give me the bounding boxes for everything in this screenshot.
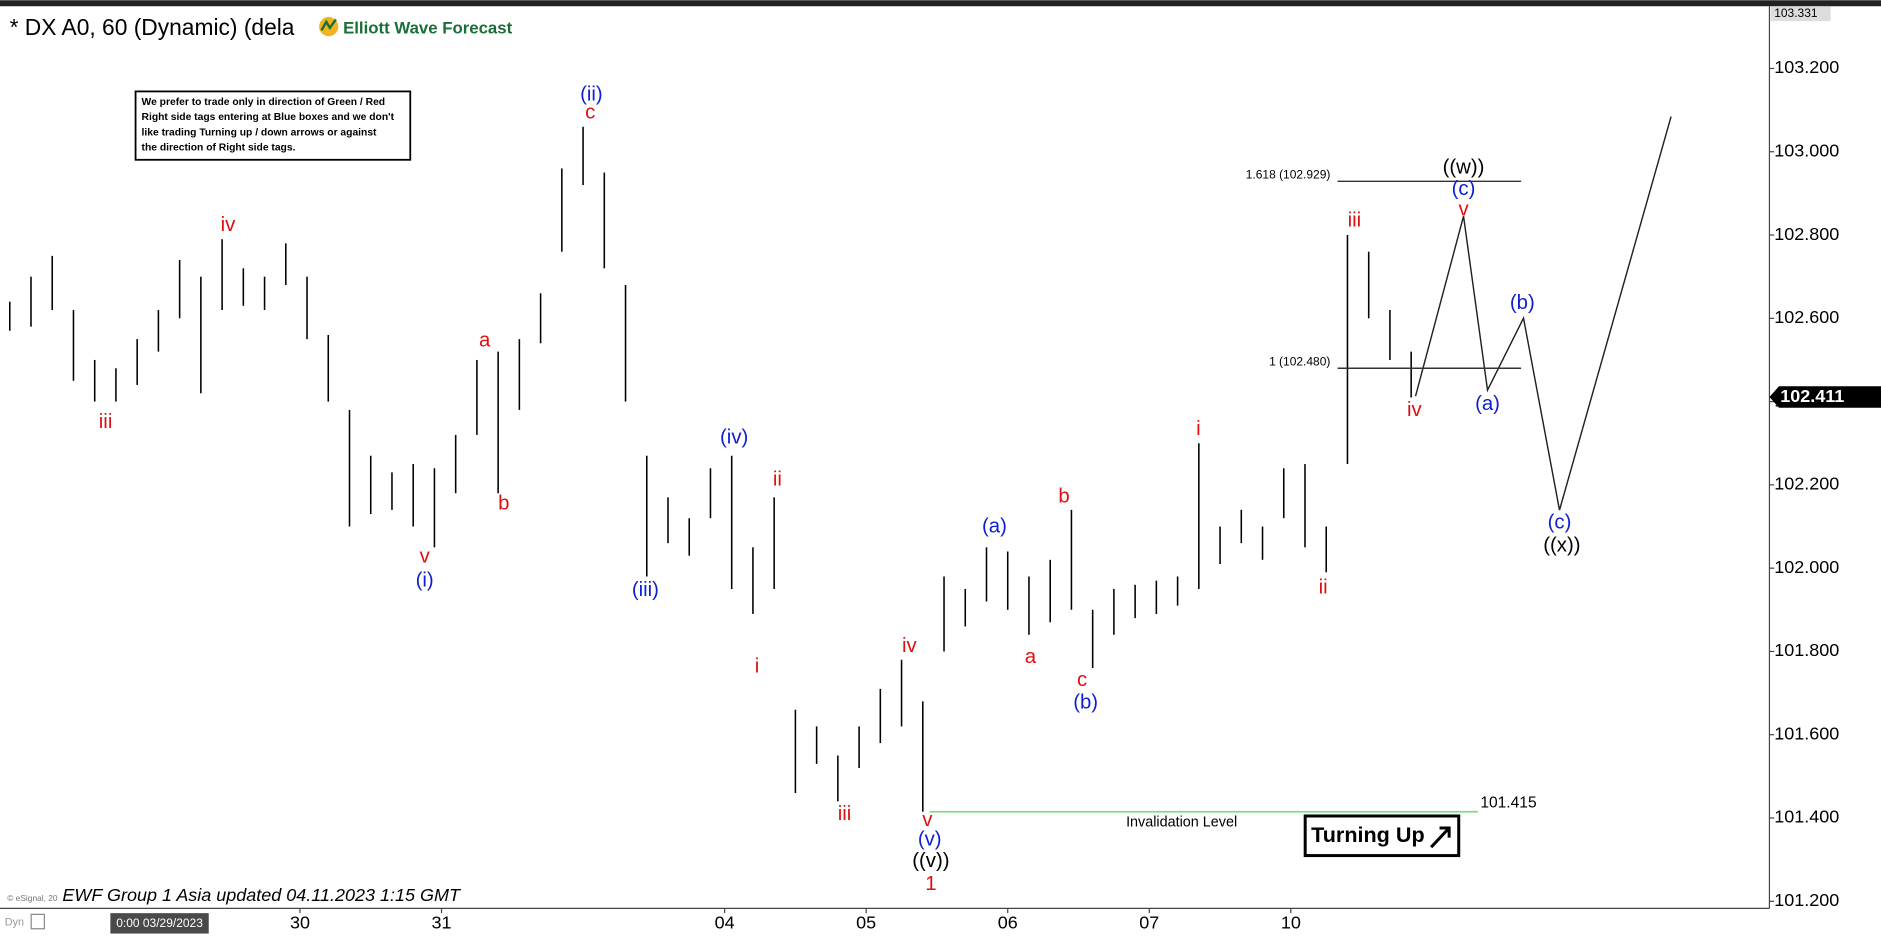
y-tick-label: 103.200 <box>1774 57 1839 77</box>
note-line: Right side tags entering at Blue boxes a… <box>142 112 395 123</box>
y-tick-label: 101.600 <box>1774 723 1839 743</box>
x-tick-label: 07 <box>1139 913 1159 933</box>
dyn-label: Dyn <box>5 917 24 929</box>
x-tick-label: 06 <box>998 913 1018 933</box>
y-tick-label: 102.800 <box>1774 224 1839 244</box>
wave-label: iv <box>902 635 918 657</box>
wave-label: c <box>585 101 595 123</box>
invalidation-label: Invalidation Level <box>1126 814 1237 830</box>
y-tick-label: 101.200 <box>1774 890 1839 910</box>
copyright: © eSignal, 20 <box>7 893 58 903</box>
wave-label: v <box>1458 199 1469 221</box>
wave-label: ((x)) <box>1543 534 1580 556</box>
projection-path <box>1414 116 1672 511</box>
wave-label: iii <box>838 803 852 825</box>
wave-label: v <box>420 545 431 567</box>
price-top-box <box>1770 6 1831 22</box>
wave-label: b <box>1058 485 1069 507</box>
wave-label: (iii) <box>632 579 659 601</box>
wave-label: i <box>755 656 760 678</box>
y-tick-label: 102.000 <box>1774 557 1839 577</box>
logo: Elliott Wave Forecast <box>319 17 513 37</box>
fib-label: 1.618 (102.929) <box>1246 167 1331 181</box>
wave-label: (a) <box>982 515 1007 537</box>
wave-label: (b) <box>1073 692 1098 714</box>
x-tick-label: 10 <box>1281 913 1301 933</box>
wave-label: ii <box>1319 576 1328 598</box>
wave-label: b <box>498 492 509 514</box>
wave-label: ii <box>773 468 782 490</box>
wave-label: iii <box>99 411 113 433</box>
wave-label: i <box>1196 418 1201 440</box>
wave-label: iii <box>1348 209 1362 231</box>
wave-label: (a) <box>1475 393 1500 415</box>
x-tick-label: 30 <box>290 913 310 933</box>
wave-label: a <box>1025 646 1037 668</box>
wave-label: (iv) <box>720 427 748 449</box>
price-top: 103.331 <box>1774 6 1818 20</box>
wave-label: (c) <box>1452 178 1476 200</box>
y-tick-label: 101.800 <box>1774 640 1839 660</box>
wave-label: a <box>479 329 491 351</box>
note-line: We prefer to trade only in direction of … <box>142 97 386 108</box>
note: We prefer to trade only in direction of … <box>142 97 395 154</box>
last-price: 102.411 <box>1780 386 1844 406</box>
note-line: the direction of Right side tags. <box>142 143 296 154</box>
invalidation-value: 101.415 <box>1480 794 1537 811</box>
cursor-box <box>110 913 209 934</box>
note-box <box>134 90 412 161</box>
wave-label: c <box>1077 669 1087 691</box>
signal-text: Turning Up <box>1311 822 1424 847</box>
wave-label: 1 <box>925 873 936 895</box>
fib-label: 1 (102.480) <box>1269 354 1330 368</box>
wave-label: v <box>922 809 933 831</box>
wave-label: iv <box>1407 399 1423 421</box>
y-tick-label: 101.400 <box>1774 807 1839 827</box>
wave-label: iv <box>221 214 237 236</box>
chart-title: * DX A0, 60 (Dynamic) (dela <box>10 14 295 40</box>
y-tick-label: 103.000 <box>1774 140 1839 160</box>
last-price-box <box>1769 386 1881 408</box>
x-tick-label: 05 <box>856 913 876 933</box>
wave-label: (ii) <box>580 83 603 105</box>
dyn-icon <box>30 913 45 930</box>
y-tick-label: 102.200 <box>1774 474 1839 494</box>
x-tick-label: 04 <box>715 913 735 933</box>
note-line: like trading Turning up / down arrows or… <box>142 127 378 138</box>
y-tick-label: 102.600 <box>1774 307 1839 327</box>
wave-label: ((v)) <box>912 850 949 872</box>
wave-label: (i) <box>416 569 434 591</box>
wave-label: (c) <box>1548 512 1572 534</box>
x-tick-label: 31 <box>432 913 452 933</box>
cursor-label: 0:00 03/29/2023 <box>116 916 203 930</box>
logo-wave <box>320 18 337 31</box>
signal-arrow <box>1430 826 1451 849</box>
footer: EWF Group 1 Asia updated 04.11.2023 1:15… <box>62 885 462 905</box>
wave-label: ((w)) <box>1443 157 1485 179</box>
signal-box <box>1303 814 1461 858</box>
top-border <box>0 0 1881 7</box>
wave-label: (b) <box>1510 292 1535 314</box>
wave-label: (v) <box>918 828 942 850</box>
logo-text: Elliott Wave Forecast <box>343 18 513 37</box>
